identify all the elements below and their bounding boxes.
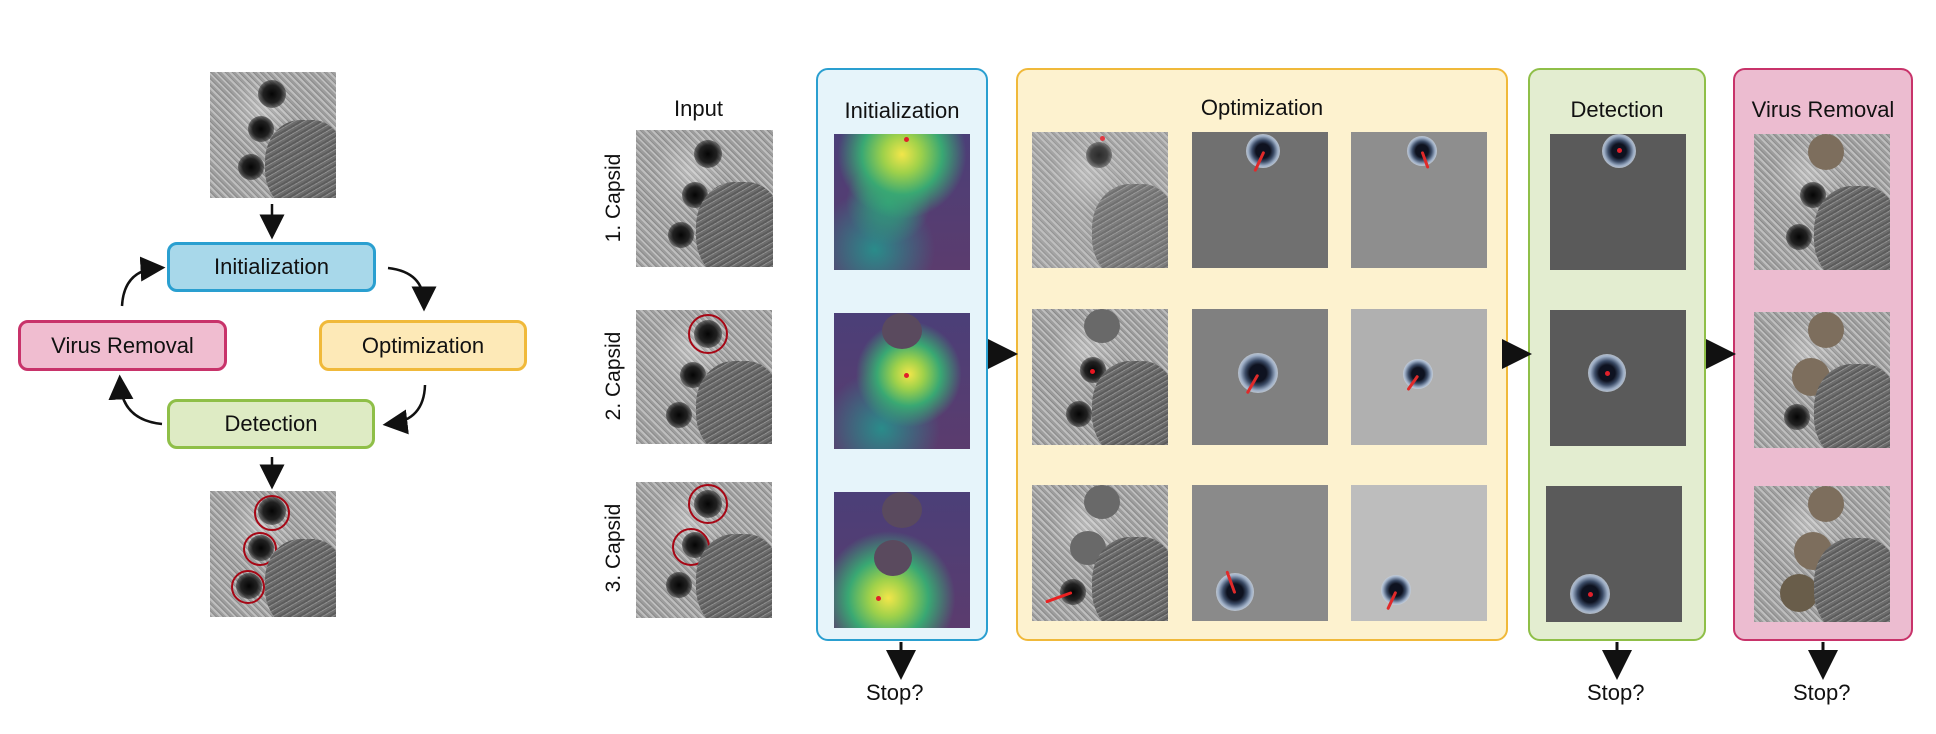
heatmap-2: [834, 313, 970, 449]
optimization-panel-title: Optimization: [1200, 95, 1324, 120]
stop-label-initialization: Stop?: [866, 680, 924, 705]
detection-image-3: [1546, 486, 1682, 622]
cycle-node-detection-label: Detection: [224, 411, 318, 436]
input-image-3: [636, 482, 772, 618]
opt-field-2b: [1351, 309, 1487, 445]
opt-em-1: [1032, 132, 1168, 268]
input-image-1: [636, 130, 773, 267]
stop-label-virus-removal: Stop?: [1793, 680, 1851, 705]
cycle-node-optimization: Optimization: [319, 320, 527, 371]
initialization-panel-title: Initialization: [844, 98, 960, 123]
input-image-2: [636, 310, 772, 444]
opt-field-2a: [1192, 309, 1328, 445]
cycle-node-virus-removal-label: Virus Removal: [51, 332, 194, 358]
heatmap-3: [834, 492, 970, 628]
removal-image-2: [1754, 312, 1890, 448]
opt-em-2: [1032, 309, 1168, 445]
detection-panel-title: Detection: [1570, 97, 1664, 122]
detection-image-2: [1550, 310, 1686, 446]
stop-label-detection: Stop?: [1587, 680, 1645, 705]
cycle-node-detection: Detection: [167, 399, 375, 449]
removal-image-1: [1754, 134, 1890, 270]
detection-image-1: [1550, 134, 1686, 270]
cycle-node-optimization-label: Optimization: [361, 332, 485, 358]
opt-em-3: [1032, 485, 1168, 621]
heatmap-1: [834, 134, 970, 270]
cycle-input-image: [210, 72, 336, 198]
cycle-arrows: [108, 204, 437, 490]
input-title: Input: [674, 96, 723, 121]
removal-image-3: [1754, 486, 1890, 622]
opt-field-1a: [1192, 132, 1328, 268]
cycle-node-virus-removal: Virus Removal: [18, 320, 227, 371]
opt-field-3b: [1351, 485, 1487, 621]
opt-field-1b: [1351, 132, 1487, 268]
cycle-node-initialization: Initialization: [167, 242, 376, 292]
opt-field-3a: [1192, 485, 1328, 621]
cycle-node-initialization-label: Initialization: [214, 254, 329, 279]
cycle-output-image: [210, 491, 336, 617]
virus-removal-panel-title: Virus Removal: [1751, 97, 1895, 122]
